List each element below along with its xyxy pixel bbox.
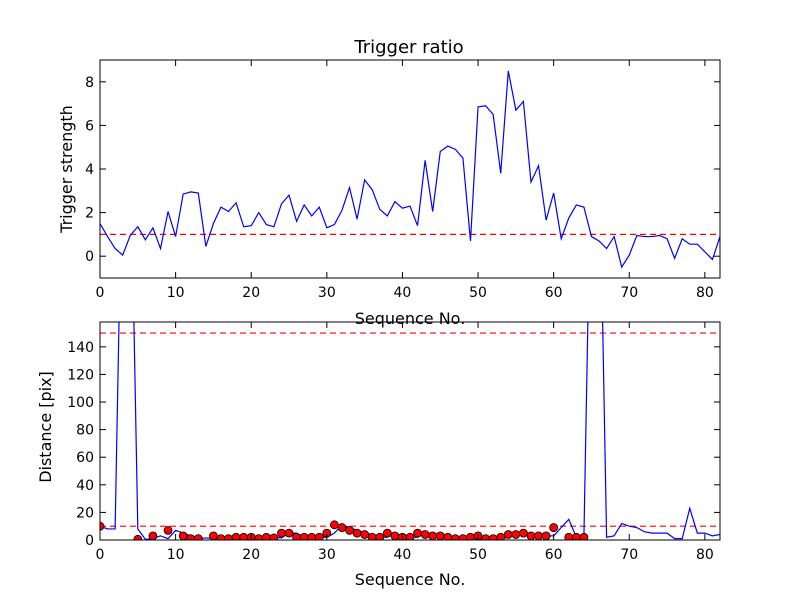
bottom-data-point xyxy=(503,530,513,539)
bottom-data-point xyxy=(178,531,188,540)
bottom-xlabel: Sequence No. xyxy=(355,570,466,589)
top-ytick-label: 4 xyxy=(85,162,94,178)
bottom-xtick-label: 60 xyxy=(545,547,563,563)
bottom-plot-data xyxy=(100,322,720,540)
top-xtick-label: 70 xyxy=(620,285,638,301)
top-ytick-label: 8 xyxy=(85,75,94,91)
top-title: Trigger ratio xyxy=(353,37,463,58)
top-xtick-label: 50 xyxy=(469,285,487,301)
bottom-data-point xyxy=(329,520,339,530)
bottom-data-point xyxy=(549,523,559,532)
bottom-data-point xyxy=(390,531,400,540)
top-xtick-label: 40 xyxy=(394,285,412,301)
bottom-data-point xyxy=(314,532,324,540)
top-ytick-label: 6 xyxy=(85,118,94,134)
bottom-data-point xyxy=(360,530,370,539)
bottom-ytick-label: 40 xyxy=(76,478,94,494)
bottom-data-point xyxy=(209,531,218,540)
bottom-data-point xyxy=(193,534,203,540)
bottom-xtick-label: 30 xyxy=(318,547,336,563)
bottom-xtick-label: 20 xyxy=(242,547,260,563)
bottom-ytick-label: 0 xyxy=(85,533,94,549)
bottom-ytick-label: 80 xyxy=(76,423,94,439)
bottom-data-point xyxy=(511,530,521,539)
top-plot-frame xyxy=(99,59,721,279)
bottom-data-point xyxy=(579,532,589,540)
bottom-data-point xyxy=(420,530,430,539)
bottom-data-point xyxy=(100,521,105,531)
bottom-data-point xyxy=(413,528,422,538)
bottom-xtick-label: 50 xyxy=(469,547,487,563)
top-xlabel: Sequence No. xyxy=(355,309,466,328)
bottom-data-point xyxy=(254,534,264,540)
bottom-data-point xyxy=(488,534,498,540)
bottom-data-point xyxy=(428,531,438,540)
bottom-data-point xyxy=(435,531,445,540)
top-xtick-label: 60 xyxy=(545,285,563,301)
bottom-data-point xyxy=(224,534,233,540)
bottom-ylabel: Distance [pix] xyxy=(36,371,55,483)
bottom-data-point xyxy=(541,531,551,540)
bottom-data-point xyxy=(534,531,543,540)
bottom-data-point xyxy=(133,534,143,540)
top-xtick-label: 30 xyxy=(318,285,336,301)
bottom-ytick-label: 20 xyxy=(76,505,94,521)
bottom-data-point xyxy=(269,533,279,540)
bottom-data-point xyxy=(382,528,392,538)
bottom-data-point xyxy=(337,523,347,532)
bottom-data-point xyxy=(163,525,173,535)
bottom-plot-frame xyxy=(99,321,721,541)
bottom-data-point xyxy=(345,525,354,535)
trigger-ratio-subplot: Trigger ratio 0 10 20 30 40 50 60 70 80 0 2 4 6 8 Seq… xyxy=(57,37,721,328)
bottom-xtick-label: 10 xyxy=(167,547,185,563)
top-xtick-label: 80 xyxy=(696,285,714,301)
bottom-xtick-label: 80 xyxy=(696,547,714,563)
bottom-data-point xyxy=(496,532,506,540)
bottom-data-point xyxy=(526,531,536,540)
bottom-ytick-label: 120 xyxy=(67,367,94,383)
bottom-data-point xyxy=(375,532,385,540)
top-ytick-label: 0 xyxy=(85,249,94,265)
top-xtick-label: 20 xyxy=(242,285,260,301)
top-plot-data xyxy=(100,70,720,269)
bottom-xtick-label: 0 xyxy=(96,547,105,563)
bottom-data-point xyxy=(405,532,415,540)
top-series-line xyxy=(100,70,720,269)
bottom-data-point xyxy=(277,528,286,538)
bottom-data-point xyxy=(216,534,226,540)
bottom-ytick-label: 60 xyxy=(76,450,94,466)
top-xtick-label: 10 xyxy=(167,285,185,301)
bottom-data-point xyxy=(450,534,460,540)
bottom-data-point xyxy=(186,534,196,540)
top-axis-ticks: 0 10 20 30 40 50 60 70 80 0 2 4 6 8 xyxy=(85,60,720,301)
bottom-xtick-label: 70 xyxy=(620,547,638,563)
bottom-data-point xyxy=(148,531,158,540)
bottom-ytick-label: 100 xyxy=(67,395,94,411)
bottom-data-point xyxy=(352,528,362,538)
bottom-ytick-label: 140 xyxy=(67,340,94,356)
top-ylabel: Trigger strength xyxy=(57,105,76,234)
bottom-data-point xyxy=(284,528,294,538)
top-ytick-label: 2 xyxy=(85,206,94,222)
bottom-xtick-label: 40 xyxy=(394,547,412,563)
distance-subplot: 0 10 20 30 40 50 60 70 80 0 20 40 60 80 100 120 140 Sequ… xyxy=(36,321,721,589)
top-xtick-label: 0 xyxy=(96,285,105,301)
bottom-data-point xyxy=(519,528,528,538)
bottom-data-point xyxy=(481,534,491,540)
bottom-data-point xyxy=(458,534,468,540)
bottom-axis-ticks: 0 10 20 30 40 50 60 70 80 0 20 40 60 80 100 120 140 xyxy=(67,322,720,563)
